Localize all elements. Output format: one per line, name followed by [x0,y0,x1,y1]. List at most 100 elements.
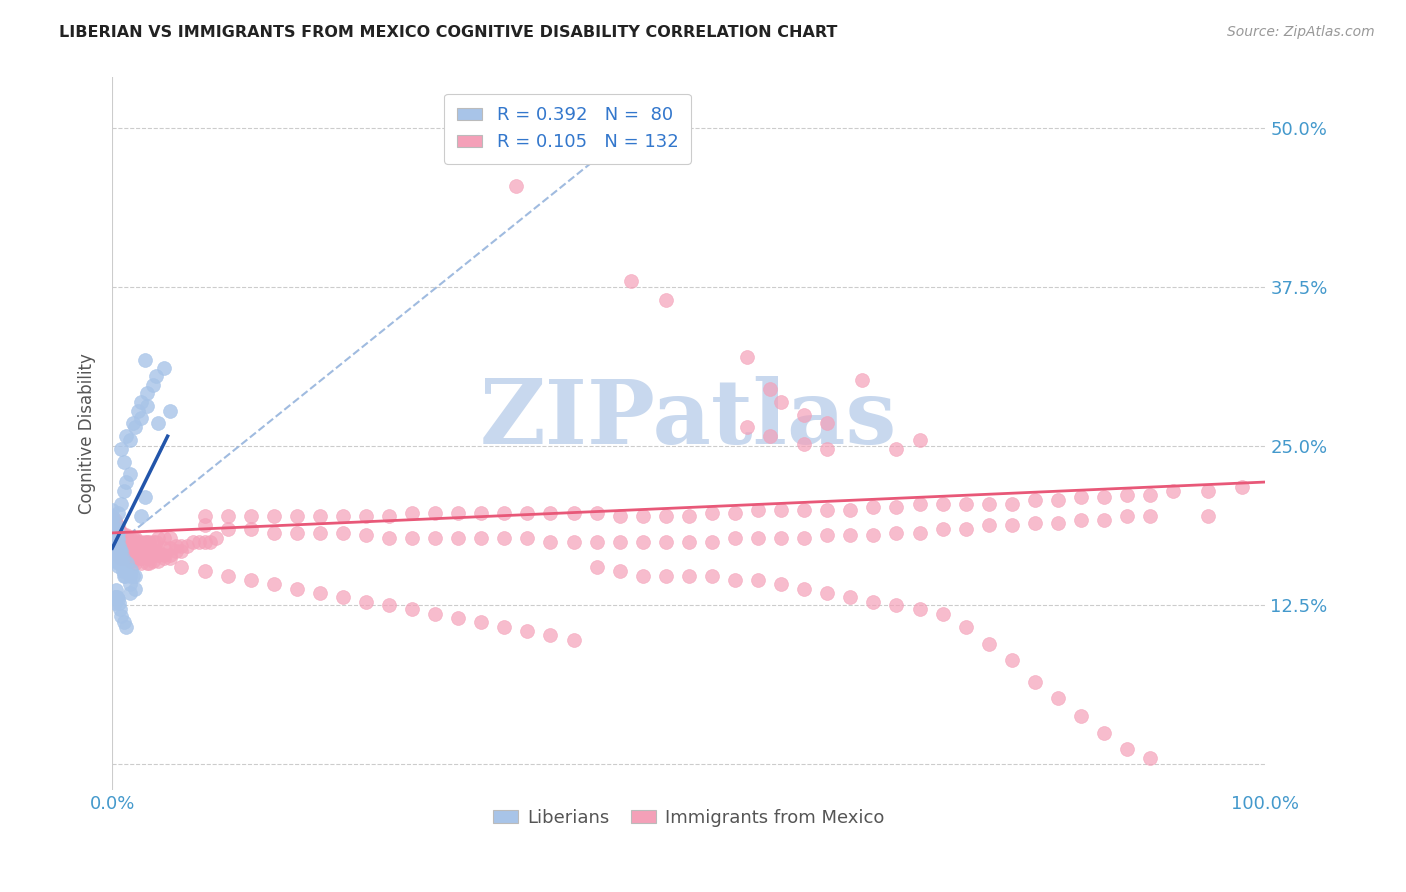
Point [103,539,125,553]
Point [124,539,146,553]
Point [862,500,884,515]
Point [1139,509,1161,524]
Point [101,509,124,524]
Point [540,506,562,520]
Point [793,408,815,422]
Point [886,442,908,456]
Point [107,550,129,565]
Point [815,442,838,456]
Point [285,509,308,524]
Point [354,528,377,542]
Point [124,557,146,571]
Point [104,525,127,540]
Legend: Liberians, Immigrants from Mexico: Liberians, Immigrants from Mexico [485,802,891,834]
Point [105,525,128,540]
Point [285,582,308,596]
Point [217,522,239,536]
Point [585,534,607,549]
Point [176,539,198,553]
Point [747,531,769,545]
Point [609,564,631,578]
Point [200,534,222,549]
Point [494,531,516,545]
Point [101,534,124,549]
Point [470,506,492,520]
Point [1070,709,1092,723]
Point [1197,483,1219,498]
Point [308,525,330,540]
Point [124,582,146,596]
Point [105,531,128,545]
Point [107,539,129,553]
Point [122,554,145,568]
Point [655,293,678,307]
Point [931,497,953,511]
Point [110,543,132,558]
Point [562,534,585,549]
Point [758,429,780,443]
Point [735,351,758,365]
Point [955,497,977,511]
Point [1070,491,1092,505]
Text: Source: ZipAtlas.com: Source: ZipAtlas.com [1227,25,1375,39]
Point [793,582,815,596]
Point [127,541,149,556]
Point [516,506,538,520]
Point [401,602,423,616]
Point [135,551,157,566]
Point [101,509,124,524]
Point [135,386,157,401]
Point [631,569,654,583]
Point [142,534,165,549]
Point [104,583,127,598]
Point [655,534,678,549]
Point [585,560,607,574]
Point [129,395,152,409]
Point [977,497,1000,511]
Point [470,615,492,629]
Point [700,569,723,583]
Point [148,531,170,545]
Point [862,528,884,542]
Point [494,506,516,520]
Point [153,548,176,562]
Point [908,602,931,616]
Point [193,509,215,524]
Point [931,522,953,536]
Point [103,548,125,562]
Point [540,534,562,549]
Point [1046,691,1069,706]
Point [108,543,131,558]
Point [700,506,723,520]
Point [239,509,262,524]
Point [108,551,131,566]
Point [263,525,285,540]
Point [108,539,131,553]
Point [129,557,152,571]
Point [110,525,132,540]
Point [122,417,145,431]
Point [378,531,401,545]
Point [104,534,127,549]
Point [793,437,815,451]
Point [142,554,165,568]
Point [129,411,152,425]
Point [115,548,138,562]
Point [886,525,908,540]
Point [700,534,723,549]
Point [115,551,138,566]
Point [655,569,678,583]
Point [110,551,132,566]
Point [118,585,141,599]
Point [142,548,165,562]
Point [101,534,124,549]
Point [609,534,631,549]
Point [148,548,170,562]
Point [122,569,145,583]
Point [129,541,152,556]
Point [107,525,129,540]
Point [107,522,129,536]
Point [118,569,141,583]
Point [108,596,131,610]
Point [423,531,446,545]
